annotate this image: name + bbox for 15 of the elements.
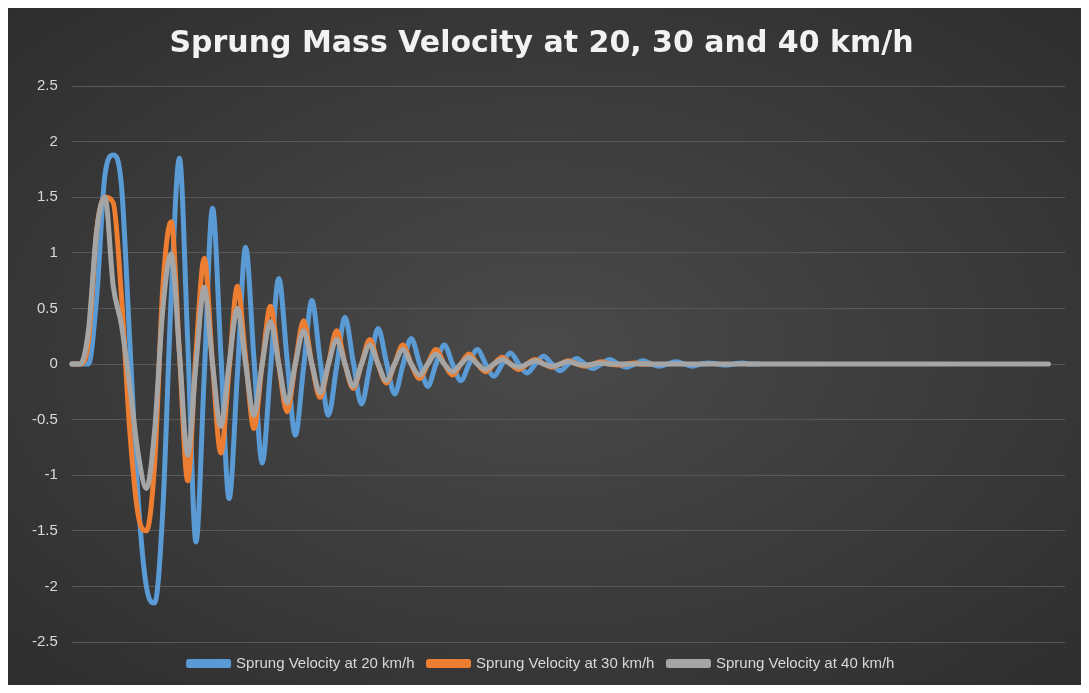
y-tick-label: 1.5 <box>36 187 58 205</box>
y-tick-label: 0.5 <box>36 298 58 316</box>
y-tick-label: -0.5 <box>31 409 58 427</box>
y-tick-label: 2.5 <box>36 76 58 94</box>
legend-label: Sprung Velocity at 20 km/h <box>236 653 415 671</box>
y-tick-label: -2.5 <box>31 632 58 650</box>
legend-label: Sprung Velocity at 40 km/h <box>715 653 895 671</box>
y-tick-label: -1 <box>44 465 58 483</box>
y-tick-label: -2 <box>44 576 58 594</box>
y-tick-label: 1 <box>49 242 58 260</box>
chart-title: Sprung Mass Velocity at 20, 30 and 40 km/h <box>169 23 914 59</box>
y-tick-label: -1.5 <box>31 520 58 538</box>
y-tick-label: 0 <box>49 354 58 372</box>
y-tick-label: 2 <box>49 131 58 149</box>
legend-label: Sprung Velocity at 30 km/h <box>476 653 655 671</box>
